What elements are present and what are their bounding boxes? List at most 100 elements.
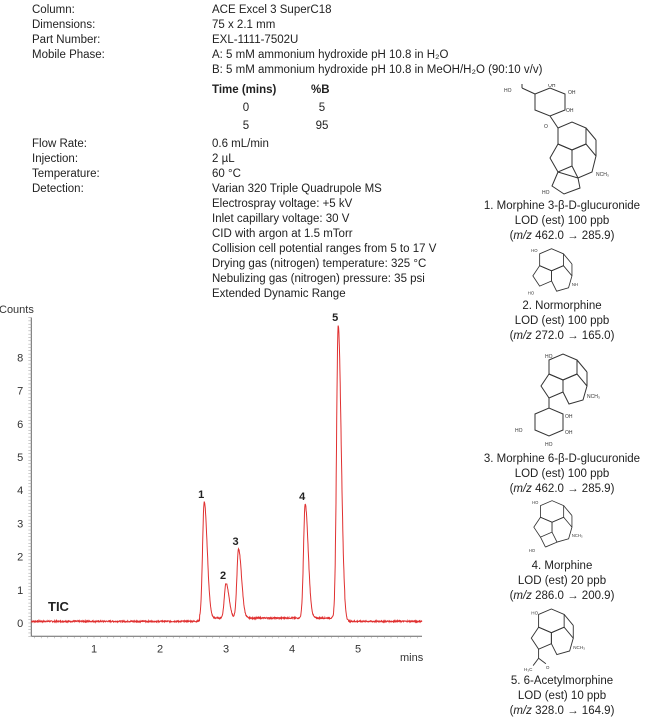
condition-label: Column: — [32, 4, 75, 16]
detection-detail: Nebulizing gas (nitrogen) pressure: 35 p… — [212, 273, 425, 285]
gradient-header-b: %B — [311, 84, 330, 96]
mz-transition: 328.0 → 164.9) — [531, 705, 615, 717]
svg-text:O: O — [546, 665, 550, 670]
peak-label: 3 — [232, 536, 238, 548]
svg-text:HO: HO — [531, 610, 538, 615]
peak-label: 5 — [332, 312, 338, 324]
svg-text:NCH₃: NCH₃ — [587, 394, 600, 400]
y-tick-label: 1 — [17, 585, 23, 597]
svg-text:NCH₃: NCH₃ — [573, 645, 585, 650]
detection-detail: Collision cell potential ranges from 5 t… — [212, 243, 437, 255]
condition-label: Detection: — [32, 183, 84, 195]
svg-text:H₃C: H₃C — [524, 667, 533, 672]
condition-value: 0.6 mL/min — [212, 138, 269, 150]
detection-detail: CID with argon at 1.5 mTorr — [212, 228, 353, 240]
detection-detail: Drying gas (nitrogen) temperature: 325 °… — [212, 258, 427, 270]
x-tick-label: 4 — [289, 643, 295, 655]
x-tick-label: 5 — [355, 643, 361, 655]
y-tick-label: 7 — [17, 386, 23, 398]
svg-text:OH: OH — [568, 90, 576, 96]
compound-caption: 2. Normorphine LOD (est) 100 ppb (m/z 27… — [462, 299, 649, 344]
mz-transition: 272.0 → 165.0) — [531, 330, 615, 342]
gradient-percent-b: 95 — [315, 120, 329, 132]
compound-lod: LOD (est) 10 ppb — [517, 690, 607, 702]
detection-detail: Inlet capillary voltage: 30 V — [212, 213, 350, 225]
y-tick-label: 8 — [17, 352, 23, 364]
svg-text:OH: OH — [548, 84, 556, 89]
condition-label: Part Number: — [32, 34, 101, 46]
compound-caption: 3. Morphine 6-β-D-glucuronide LOD (est) … — [462, 452, 649, 497]
compound-mz: (m/z 286.0 → 200.9) — [509, 590, 615, 602]
compound-name: 2. Normorphine — [522, 300, 602, 312]
svg-text:NCH₃: NCH₃ — [596, 172, 609, 178]
compound-name: 3. Morphine 6-β-D-glucuronide — [483, 453, 641, 465]
compound-name: 4. Morphine — [531, 560, 593, 572]
svg-text:HO: HO — [545, 442, 553, 448]
compound-lod: LOD (est) 100 ppb — [514, 315, 610, 327]
condition-value: ACE Excel 3 SuperC18 — [212, 4, 332, 16]
condition-value: A: 5 mM ammonium hydroxide pH 10.8 in H₂… — [212, 49, 449, 61]
condition-label: Mobile Phase: — [32, 49, 105, 61]
y-tick-label: 3 — [17, 518, 23, 530]
gradient-time: 5 — [242, 120, 250, 132]
svg-text:HO: HO — [529, 548, 536, 553]
compound-lod: LOD (est) 20 ppb — [517, 575, 607, 587]
mz-prefix: m/z — [513, 590, 532, 602]
structure-morphine-3-glucuronide: HO OH OH OH O HO NCH₃ — [504, 84, 609, 196]
structure-normorphine: HO HO NH — [528, 248, 578, 296]
svg-text:O: O — [544, 124, 548, 130]
svg-text:HO: HO — [542, 190, 550, 196]
y-tick-label: 5 — [17, 452, 23, 464]
compound-name: 5. 6-Acetylmorphine — [510, 675, 614, 687]
x-tick-label: 2 — [157, 643, 163, 655]
trace-label: TIC — [48, 599, 70, 614]
mz-transition: 462.0 → 285.9) — [531, 483, 615, 495]
y-tick-label: 6 — [17, 419, 23, 431]
compound-lod: LOD (est) 100 ppb — [514, 468, 610, 480]
peak-label: 4 — [299, 491, 306, 503]
mz-prefix: m/z — [513, 230, 532, 242]
svg-text:NH: NH — [572, 282, 578, 287]
structure-6-acetylmorphine: HO H₃C O NCH₃ — [524, 608, 585, 672]
svg-text:HO: HO — [532, 500, 539, 505]
gradient-time: 0 — [242, 102, 250, 114]
compound-name: 1. Morphine 3-β-D-glucuronide — [483, 200, 641, 212]
y-tick-label: 0 — [17, 618, 23, 630]
condition-label: Temperature: — [32, 168, 100, 180]
x-axis-label: mins — [400, 652, 424, 664]
svg-text:HO: HO — [504, 88, 512, 94]
mz-transition: 462.0 → 285.9) — [531, 230, 615, 242]
condition-value: EXL-1111-7502U — [212, 34, 299, 46]
compound-caption: 5. 6-Acetylmorphine LOD (est) 10 ppb (m/… — [462, 674, 649, 719]
x-tick-label: 3 — [223, 643, 229, 655]
svg-text:NCH₃: NCH₃ — [572, 533, 583, 538]
tic-trace — [31, 325, 423, 624]
condition-value: 60 °C — [212, 168, 241, 180]
condition-label: Injection: — [32, 153, 79, 165]
detection-detail: Electrospray voltage: +5 kV — [212, 198, 353, 210]
condition-value: 2 µL — [212, 153, 235, 165]
condition-value: Varian 320 Triple Quadrupole MS — [212, 183, 382, 195]
condition-value: B: 5 mM ammonium hydroxide pH 10.8 in Me… — [212, 64, 543, 76]
structure-morphine: HO HO NCH₃ — [529, 500, 583, 553]
y-tick-label: 2 — [17, 552, 23, 564]
y-tick-label: 4 — [17, 485, 23, 497]
detection-detail: Extended Dynamic Range — [212, 288, 346, 300]
compound-caption: 1. Morphine 3-β-D-glucuronide LOD (est) … — [462, 199, 649, 244]
compound-caption: 4. Morphine LOD (est) 20 ppb (m/z 286.0 … — [462, 559, 649, 604]
svg-text:OH: OH — [566, 108, 574, 114]
svg-text:OH: OH — [565, 414, 573, 420]
structure-morphine-6-glucuronide: HO HO OH OH HO NCH₃ — [515, 353, 600, 448]
condition-value: 75 x 2.1 mm — [212, 19, 276, 31]
svg-text:HO: HO — [545, 354, 553, 360]
svg-text:HO: HO — [528, 291, 535, 296]
svg-text:HO: HO — [531, 248, 538, 253]
peak-label: 2 — [220, 570, 226, 582]
compound-mz: (m/z 462.0 → 285.9) — [509, 230, 615, 242]
x-tick-label: 1 — [91, 643, 97, 655]
compound-lod: LOD (est) 100 ppb — [514, 215, 610, 227]
mz-prefix: m/z — [513, 483, 532, 495]
gradient-header-time: Time (mins) — [212, 84, 277, 96]
gradient-percent-b: 5 — [318, 102, 326, 114]
svg-text:OH: OH — [565, 430, 573, 436]
